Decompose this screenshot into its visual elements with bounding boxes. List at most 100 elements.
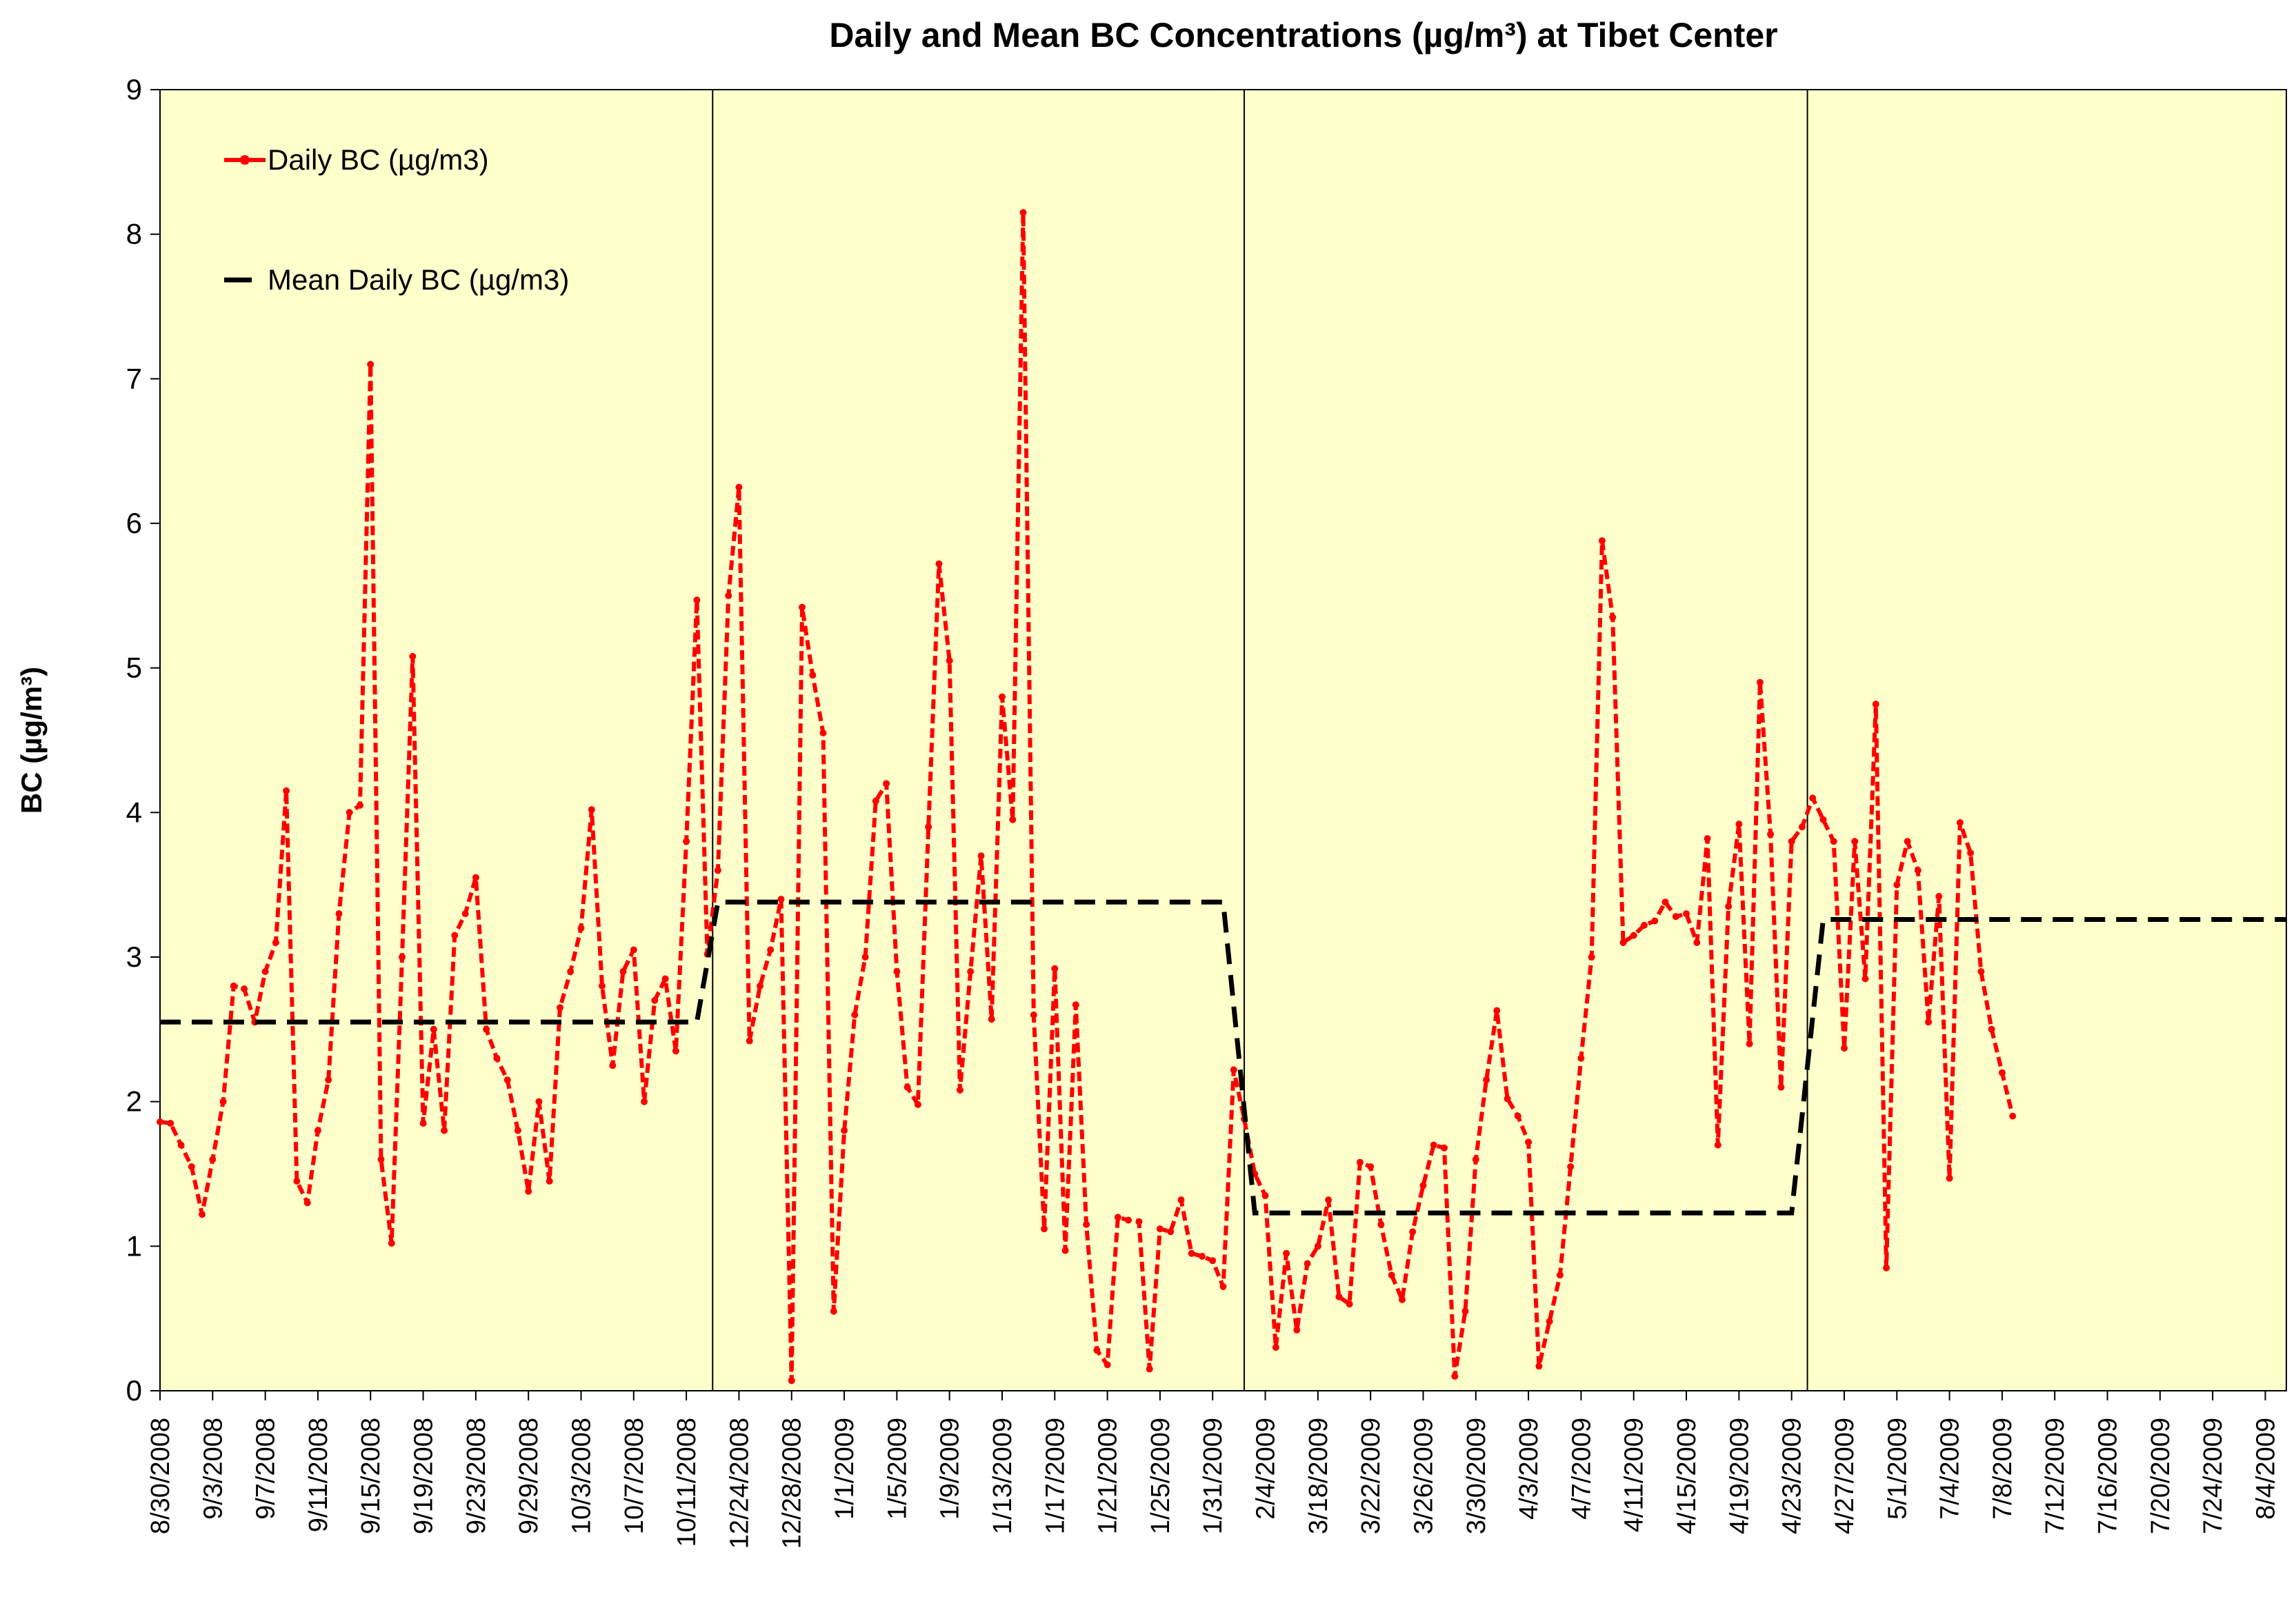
y-tick-label: 5: [126, 652, 142, 684]
x-tick-label: 4/11/2009: [1620, 1418, 1649, 1532]
daily-bc-point: [1377, 1220, 1385, 1228]
daily-bc-point: [241, 985, 248, 993]
daily-bc-point: [714, 867, 721, 874]
daily-bc-point: [1977, 968, 1985, 975]
mean-bc-series-line: [160, 899, 2286, 1216]
daily-bc-point: [925, 823, 932, 831]
daily-bc-point: [567, 968, 575, 975]
daily-bc-point: [1461, 1307, 1469, 1315]
plot-background: [159, 89, 2287, 1391]
x-tick-label: 1/31/2009: [1199, 1418, 1228, 1534]
daily-bc-point: [419, 1120, 427, 1127]
daily-bc-point: [1704, 835, 1711, 843]
daily-bc-point: [283, 787, 290, 794]
daily-bc-point: [619, 968, 627, 975]
x-tick-label: 7/24/2009: [2199, 1418, 2228, 1534]
daily-bc-point: [230, 982, 237, 989]
daily-bc-point: [1093, 1347, 1101, 1354]
daily-bc-point: [1819, 816, 1827, 823]
daily-bc-point: [1672, 913, 1679, 921]
daily-bc-point: [272, 939, 279, 946]
daily-bc-point: [219, 1098, 227, 1105]
daily-bc-point: [672, 1047, 679, 1055]
x-tick-label: 1/17/2009: [1041, 1418, 1070, 1534]
x-tick-label: 4/27/2009: [1830, 1418, 1859, 1534]
daily-bc-point: [1261, 1191, 1269, 1199]
daily-bc-point: [1535, 1362, 1543, 1370]
daily-bc-point: [1630, 932, 1637, 939]
daily-bc-point: [325, 1076, 332, 1084]
daily-bc-point: [409, 652, 417, 660]
daily-bc-point: [1146, 1365, 1153, 1373]
daily-bc-point: [1904, 838, 1911, 845]
daily-bc-point: [1641, 921, 1648, 929]
daily-bc-point: [599, 982, 606, 989]
daily-bc-point: [461, 910, 469, 918]
daily-bc-point: [546, 1178, 553, 1185]
daily-bc-point: [1756, 678, 1764, 686]
daily-bc-point: [1051, 965, 1059, 972]
daily-bc-point: [335, 910, 343, 918]
x-tick-label: 10/7/2008: [620, 1418, 649, 1534]
daily-bc-point: [788, 1377, 795, 1385]
daily-bc-point: [861, 954, 869, 961]
daily-bc-point: [483, 1025, 490, 1033]
daily-bc-point: [188, 1163, 195, 1170]
daily-bc-point: [346, 809, 353, 816]
daily-bc-point: [577, 925, 585, 932]
daily-bc-point: [630, 946, 637, 954]
daily-bc-point: [1230, 1066, 1237, 1074]
daily-bc-point: [430, 1025, 437, 1033]
x-tick-label: 3/18/2009: [1304, 1418, 1333, 1534]
daily-bc-point: [357, 801, 363, 809]
daily-bc-point: [1925, 1018, 1933, 1026]
x-tick-label: 3/22/2009: [1357, 1418, 1386, 1534]
daily-bc-point: [1861, 975, 1869, 983]
x-tick-label: 9/15/2008: [357, 1418, 386, 1534]
daily-bc-point: [1661, 898, 1669, 906]
daily-bc-point: [1788, 838, 1795, 845]
daily-bc-point: [1967, 849, 1975, 856]
daily-bc-point: [1693, 939, 1701, 946]
daily-bc-point: [1483, 1076, 1490, 1084]
daily-bc-point: [904, 1083, 911, 1091]
daily-bc-point: [1451, 1373, 1459, 1380]
daily-bc-point: [1304, 1260, 1311, 1267]
daily-bc-point: [1546, 1318, 1553, 1325]
daily-bc-point: [1577, 1054, 1585, 1062]
legend-marker-daily: [240, 155, 250, 165]
daily-bc-point: [1156, 1225, 1164, 1233]
daily-bc-point: [914, 1100, 921, 1108]
daily-bc-point: [2009, 1112, 2017, 1120]
daily-bc-point: [1083, 1220, 1090, 1228]
x-tick-label: 9/3/2008: [199, 1418, 228, 1520]
daily-bc-point: [1009, 816, 1017, 823]
daily-bc-point: [1525, 1138, 1533, 1146]
daily-bc-point: [535, 1098, 543, 1105]
daily-bc-point: [451, 932, 459, 939]
daily-bc-point: [293, 1178, 301, 1185]
daily-bc-point: [693, 596, 701, 604]
x-tick-label: 1/13/2009: [988, 1418, 1017, 1534]
daily-bc-point: [725, 592, 732, 599]
daily-bc-point: [1746, 1040, 1753, 1047]
daily-bc-point: [1988, 1025, 1995, 1033]
x-tick-label: 1/25/2009: [1146, 1418, 1175, 1534]
daily-bc-point: [1914, 867, 1921, 874]
daily-bc-point: [1125, 1216, 1132, 1224]
daily-bc-point: [1030, 1011, 1037, 1018]
daily-bc-point: [388, 1240, 395, 1247]
daily-bc-point: [819, 730, 827, 736]
x-tick-label: 10/3/2008: [567, 1418, 596, 1534]
daily-bc-point: [1367, 1163, 1375, 1170]
daily-bc-point: [1841, 1045, 1848, 1052]
daily-bc-point: [609, 1062, 617, 1069]
daily-bc-point: [441, 1127, 448, 1134]
daily-bc-point: [893, 968, 901, 975]
daily-bc-point: [303, 1199, 311, 1207]
x-tick-label: 8/4/2009: [2251, 1418, 2280, 1520]
x-tick-label: 1/21/2009: [1094, 1418, 1123, 1534]
y-axis-label: BC (µg/m³): [15, 667, 48, 814]
x-tick-label: 4/3/2009: [1515, 1418, 1544, 1520]
